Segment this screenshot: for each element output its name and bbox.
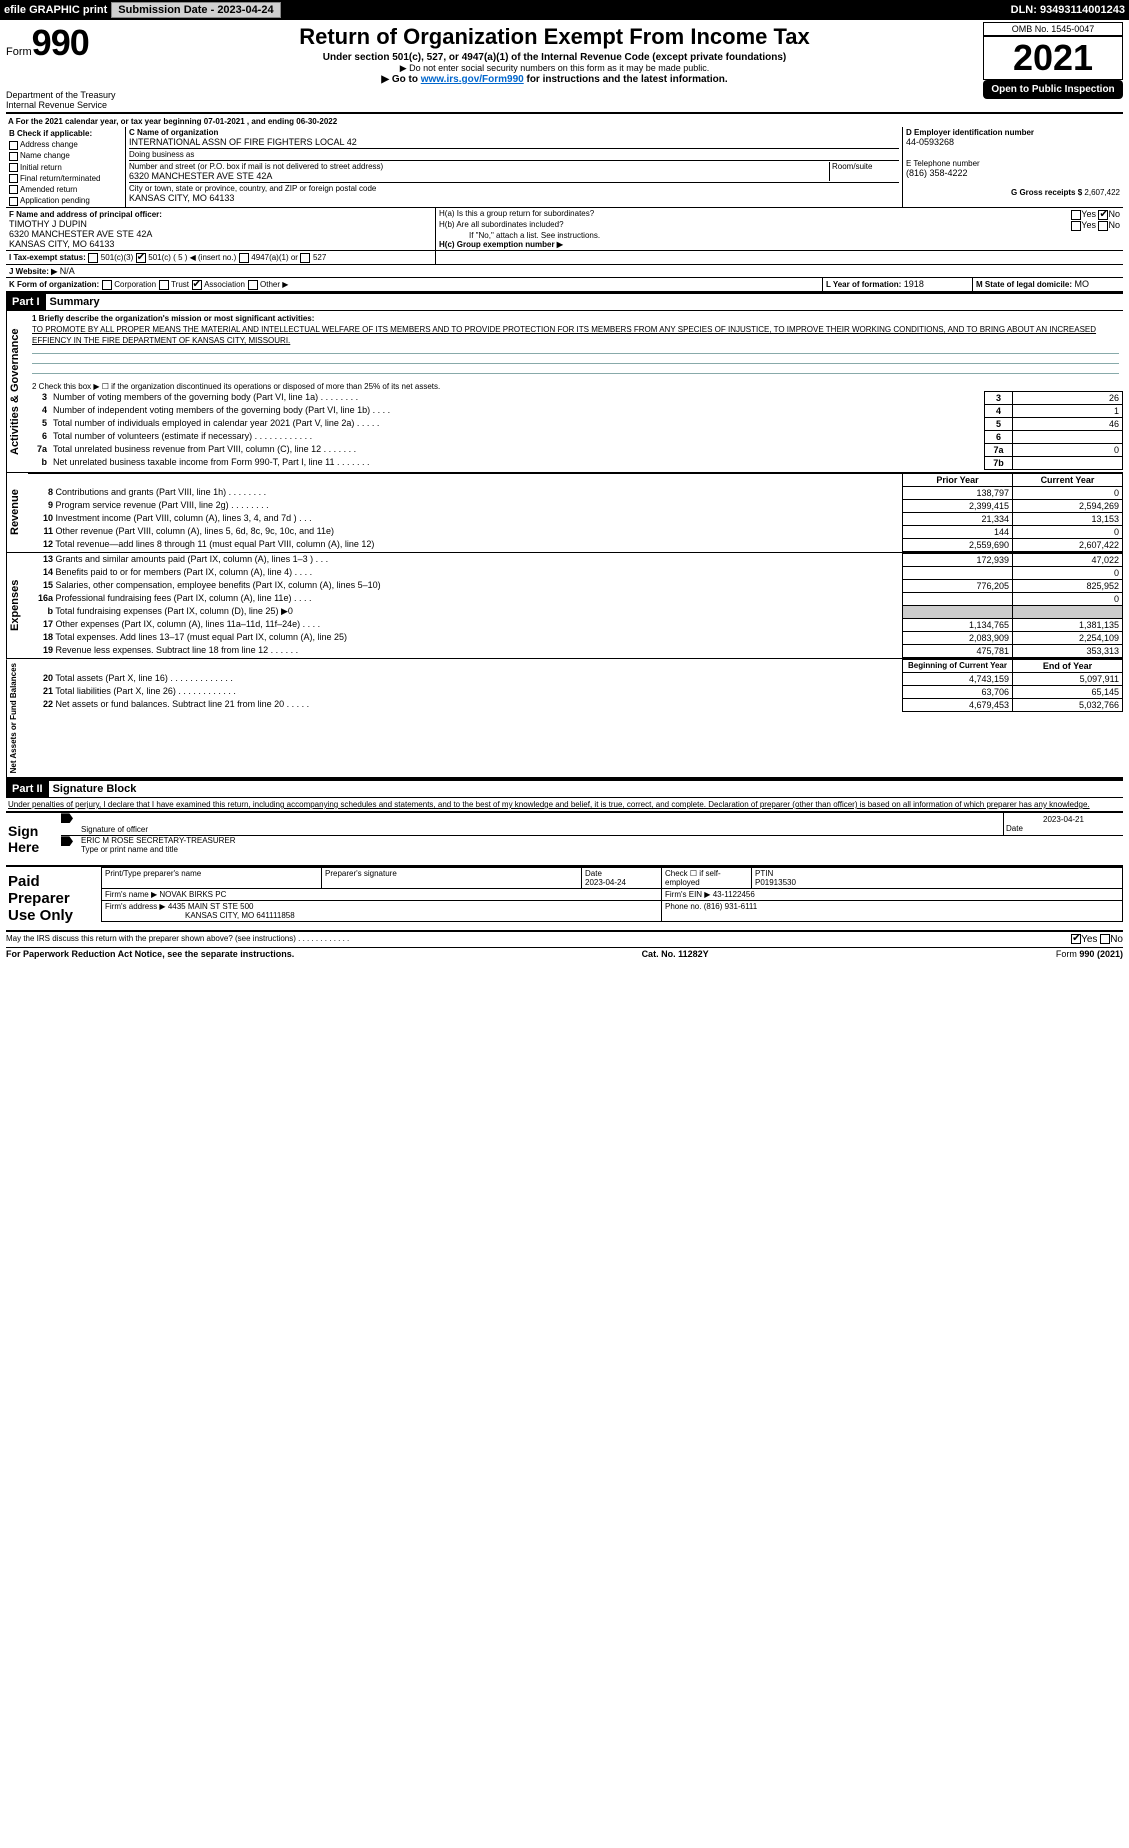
revenue-section: Revenue Prior Year Current Year 8 Contri… <box>6 473 1123 553</box>
ein: 44-0593268 <box>906 137 1120 147</box>
expenses-table: 13 Grants and similar amounts paid (Part… <box>28 553 1123 658</box>
table-row: 14 Benefits paid to or for members (Part… <box>28 566 1123 579</box>
tax-period-line: A For the 2021 calendar year, or tax yea… <box>6 116 1123 127</box>
tax-year: 2021 <box>983 36 1123 80</box>
vtab-revenue: Revenue <box>6 473 28 552</box>
box-d-e-g: D Employer identification number 44-0593… <box>903 127 1123 207</box>
form-header: Form990 Department of the Treasury Inter… <box>6 22 1123 110</box>
officer-group-block: F Name and address of principal officer:… <box>6 208 1123 251</box>
footer: For Paperwork Reduction Act Notice, see … <box>6 947 1123 959</box>
box-k-l-m: K Form of organization: Corporation Trus… <box>6 278 1123 292</box>
net-assets-section: Net Assets or Fund Balances Beginning of… <box>6 659 1123 779</box>
table-row: 10 Investment income (Part VIII, column … <box>28 512 1123 525</box>
table-row: 16a Professional fundraising fees (Part … <box>28 592 1123 605</box>
table-row: 7a Total unrelated business revenue from… <box>28 443 1123 456</box>
mission-text: TO PROMOTE BY ALL PROPER MEANS THE MATER… <box>32 325 1096 345</box>
sign-block: Sign Here Signature of officer 2023-04-2… <box>6 811 1123 865</box>
omb-number: OMB No. 1545-0047 <box>983 22 1123 36</box>
declaration: Under penalties of perjury, I declare th… <box>6 798 1123 811</box>
table-row: 22 Net assets or fund balances. Subtract… <box>28 698 1123 711</box>
submission-date-button[interactable]: Submission Date - 2023-04-24 <box>111 2 280 18</box>
table-row: 17 Other expenses (Part IX, column (A), … <box>28 618 1123 631</box>
form-body: Form990 Department of the Treasury Inter… <box>0 20 1129 965</box>
form-title: Return of Organization Exempt From Incom… <box>126 24 983 50</box>
vtab-expenses: Expenses <box>6 553 28 658</box>
table-row: b Total fundraising expenses (Part IX, c… <box>28 605 1123 618</box>
efile-label: efile GRAPHIC print <box>4 4 107 16</box>
dln-label: DLN: 93493114001243 <box>1011 4 1125 16</box>
box-f: F Name and address of principal officer:… <box>6 208 436 250</box>
gross-receipts: 2,607,422 <box>1084 188 1120 197</box>
table-row: 11 Other revenue (Part VIII, column (A),… <box>28 525 1123 538</box>
table-row: b Net unrelated business taxable income … <box>28 456 1123 469</box>
revenue-table: Prior Year Current Year 8 Contributions … <box>28 473 1123 552</box>
table-row: 12 Total revenue—add lines 8 through 11 … <box>28 538 1123 551</box>
arrow-icon <box>61 813 73 823</box>
table-row: 9 Program service revenue (Part VIII, li… <box>28 499 1123 512</box>
org-name: INTERNATIONAL ASSN OF FIRE FIGHTERS LOCA… <box>129 137 899 147</box>
table-row: 4 Number of independent voting members o… <box>28 404 1123 417</box>
irs-label: Internal Revenue Service <box>6 100 126 110</box>
box-h: H(a) Is this a group return for subordin… <box>436 208 1123 250</box>
vtab-ag: Activities & Governance <box>6 311 28 472</box>
year-box-col: OMB No. 1545-0047 2021 Open to Public In… <box>983 22 1123 99</box>
table-row: 15 Salaries, other compensation, employe… <box>28 579 1123 592</box>
preparer-block: Paid Preparer Use Only Print/Type prepar… <box>6 865 1123 932</box>
part2-header: Part II Signature Block <box>6 779 1123 798</box>
activities-governance: Activities & Governance 1 Briefly descri… <box>6 311 1123 473</box>
city-state-zip: KANSAS CITY, MO 64133 <box>129 193 899 203</box>
org-info-block: B Check if applicable: Address change Na… <box>6 127 1123 208</box>
form-number-block: Form990 Department of the Treasury Inter… <box>6 22 126 110</box>
table-row: 5 Total number of individuals employed i… <box>28 417 1123 430</box>
box-j: J Website: ▶ N/A <box>6 265 1123 278</box>
table-row: 21 Total liabilities (Part X, line 26) .… <box>28 685 1123 698</box>
table-row: 6 Total number of volunteers (estimate i… <box>28 430 1123 443</box>
irs-link[interactable]: www.irs.gov/Form990 <box>421 74 524 85</box>
table-row: 13 Grants and similar amounts paid (Part… <box>28 553 1123 566</box>
box-c: C Name of organization INTERNATIONAL ASS… <box>126 127 903 207</box>
street-address: 6320 MANCHESTER AVE STE 42A <box>129 171 829 181</box>
box-i: I Tax-exempt status: 501(c)(3) 501(c) ( … <box>6 251 1123 265</box>
table-row: 19 Revenue less expenses. Subtract line … <box>28 644 1123 657</box>
expenses-section: Expenses 13 Grants and similar amounts p… <box>6 553 1123 659</box>
table-row: 18 Total expenses. Add lines 13–17 (must… <box>28 631 1123 644</box>
ssn-warning: ▶ Do not enter social security numbers o… <box>126 63 983 74</box>
table-row: 8 Contributions and grants (Part VIII, l… <box>28 486 1123 499</box>
discuss-row: May the IRS discuss this return with the… <box>6 932 1123 947</box>
box-b: B Check if applicable: Address change Na… <box>6 127 126 207</box>
vtab-net: Net Assets or Fund Balances <box>6 659 28 777</box>
goto-line: ▶ Go to www.irs.gov/Form990 for instruct… <box>126 74 983 85</box>
arrow-icon <box>61 836 73 846</box>
public-inspection: Open to Public Inspection <box>983 80 1123 99</box>
ag-table: 3 Number of voting members of the govern… <box>28 391 1123 470</box>
table-row: 3 Number of voting members of the govern… <box>28 391 1123 404</box>
top-bar: efile GRAPHIC print Submission Date - 20… <box>0 0 1129 20</box>
net-table: Beginning of Current Year End of Year 20… <box>28 659 1123 712</box>
subtitle: Under section 501(c), 527, or 4947(a)(1)… <box>126 52 983 63</box>
phone: (816) 358-4222 <box>906 168 1120 178</box>
dept-label: Department of the Treasury <box>6 90 126 100</box>
part1-header: Part I Summary <box>6 292 1123 311</box>
form-number: 990 <box>32 22 89 63</box>
title-block: Return of Organization Exempt From Incom… <box>126 22 983 85</box>
table-row: 20 Total assets (Part X, line 16) . . . … <box>28 672 1123 685</box>
